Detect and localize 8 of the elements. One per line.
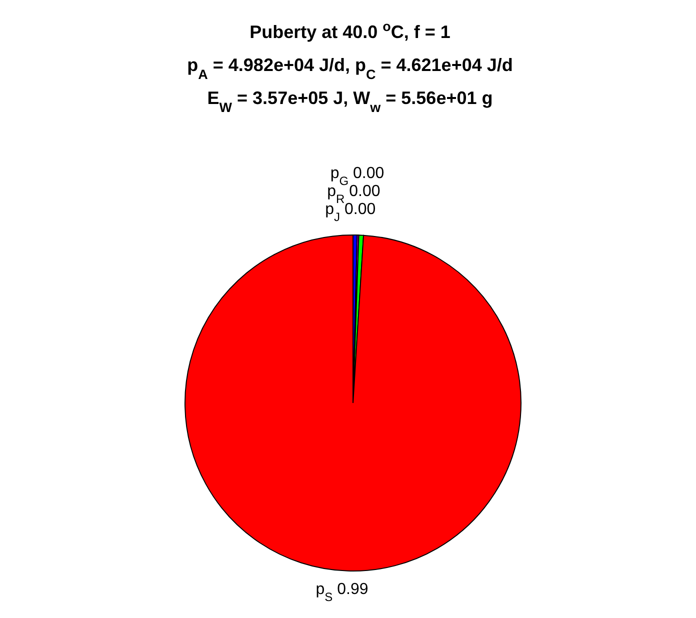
chart-title: Puberty at 40.0 $^{o}$C, f = 1	[250, 18, 450, 42]
data-label: 0.00	[348, 165, 384, 182]
slice-label: p$_{S}$	[316, 580, 333, 604]
text: p$_{A}$ = 4.982e+04 J/d, p$_{C}$ = 4.621e+04 J/d E$_{W}$ = 3.57e+05 J, W$_{w}$ = 5.56e+01 g	[187, 55, 513, 114]
data-label: 0.99	[332, 580, 368, 598]
data-label: 0.00	[349, 183, 380, 200]
slice-label: p$_{G}$	[330, 165, 349, 188]
slice-label: p$_{J}$	[325, 201, 340, 224]
